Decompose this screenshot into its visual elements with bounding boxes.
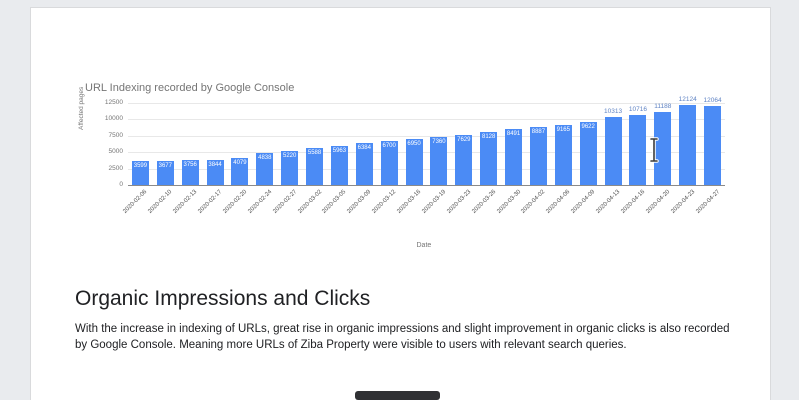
bar-value-label: 12124	[678, 96, 697, 104]
bar	[654, 111, 672, 185]
bar-value-label: 4838	[258, 155, 272, 162]
x-axis-title: Date	[416, 242, 432, 249]
x-axis-line	[128, 185, 725, 186]
bottom-center-dark-bar	[355, 391, 440, 400]
bar-value-label: 6700	[382, 143, 396, 150]
y-tick-label: 12500	[104, 99, 123, 106]
x-tick-label: 2020-03-12	[371, 189, 398, 215]
section-heading: Organic Impressions and Clicks	[75, 287, 371, 310]
bar	[480, 131, 498, 185]
x-tick-label: 2020-02-20	[222, 189, 249, 215]
bar-value-label: 6384	[357, 145, 371, 152]
y-tick-label: 5000	[108, 148, 123, 156]
x-tick-label: 2020-02-24	[247, 189, 274, 215]
x-tick-label: 2020-02-10	[147, 189, 174, 215]
text-cursor-icon	[648, 136, 660, 164]
bar	[380, 141, 398, 185]
x-tick-label: 2020-03-16	[396, 189, 423, 215]
x-tick-label: 2020-02-17	[197, 189, 224, 215]
x-tick-label: 2020-03-19	[421, 189, 448, 215]
bar	[629, 114, 647, 185]
x-tick-label: 2020-04-27	[694, 189, 721, 215]
gridline	[128, 119, 725, 121]
x-tick-label: 2020-02-06	[122, 189, 149, 215]
bar	[181, 160, 199, 185]
x-tick-label: 2020-02-13	[172, 189, 199, 215]
bar-value-label: 7360	[432, 138, 446, 145]
bar	[330, 145, 348, 185]
gridline	[128, 103, 725, 104]
bar-value-label: 8491	[506, 131, 521, 138]
bar	[529, 126, 547, 185]
bar-value-label: 5588	[307, 150, 322, 157]
bar	[704, 105, 722, 185]
x-tick-label: 2020-04-13	[595, 189, 622, 215]
bar	[231, 158, 249, 185]
bar	[355, 143, 373, 185]
bar-value-label: 8128	[482, 133, 496, 140]
bar	[405, 139, 423, 185]
x-tick-label: 2020-04-20	[645, 189, 672, 215]
x-tick-label: 2020-03-09	[346, 189, 373, 215]
bar	[306, 148, 324, 185]
bar-value-label: 7629	[457, 136, 471, 143]
x-tick-label: 2020-04-06	[545, 189, 572, 215]
bar	[579, 121, 597, 185]
x-tick-label: 2020-04-16	[620, 189, 647, 215]
bar-value-label: 3844	[208, 161, 222, 168]
bar-value-label: 4079	[233, 160, 247, 167]
url-indexing-chart: URL Indexing recorded by Google Console …	[78, 82, 725, 249]
x-tick-label: 2020-02-27	[271, 189, 298, 215]
x-tick-label: 2020-03-05	[321, 189, 348, 215]
bar	[679, 105, 697, 185]
bar	[206, 159, 224, 185]
y-axis-title: Affected pages	[78, 86, 85, 130]
bar	[131, 161, 149, 185]
bar	[430, 136, 448, 185]
bar-value-label: 9622	[581, 123, 595, 130]
bar-value-label: 9165	[556, 126, 570, 133]
document-page	[30, 7, 771, 400]
bar	[604, 117, 622, 185]
bar-value-label: 3677	[158, 162, 172, 169]
gridline	[128, 168, 725, 170]
bar-value-label: 5963	[332, 147, 347, 154]
x-tick-label: 2020-03-26	[470, 189, 497, 215]
bar-value-label: 12064	[703, 96, 722, 104]
bar-value-label: 3756	[183, 162, 197, 169]
bar-value-label: 6950	[407, 141, 421, 148]
bar-value-label: 10313	[604, 108, 623, 116]
gridline	[128, 152, 725, 154]
bar-value-label: 5220	[283, 152, 297, 159]
bar-value-label: 3599	[133, 163, 148, 170]
x-tick-label: 2020-04-02	[520, 189, 547, 215]
body-paragraph: With the increase in indexing of URLs, g…	[75, 323, 730, 352]
bar-value-label: 8887	[531, 128, 546, 135]
x-tick-label: 2020-03-23	[446, 189, 473, 215]
bar	[156, 160, 174, 185]
y-tick-label: 10000	[104, 115, 123, 123]
y-tick-label: 0	[119, 181, 123, 188]
x-tick-label: 2020-03-30	[495, 189, 522, 215]
y-tick-label: 2500	[108, 164, 123, 172]
bar	[505, 129, 523, 185]
bar	[256, 153, 274, 185]
x-tick-label: 2020-04-09	[570, 189, 597, 215]
chart-title: URL Indexing recorded by Google Console	[85, 82, 295, 94]
bar	[281, 150, 299, 185]
x-tick-label: 2020-03-02	[296, 189, 323, 215]
y-tick-label: 7500	[108, 131, 123, 139]
bar	[455, 134, 473, 185]
bar-value-label: 11188	[654, 102, 672, 110]
gridline	[128, 135, 725, 137]
bar	[554, 124, 572, 185]
bar-value-label: 10716	[628, 105, 647, 113]
x-tick-label: 2020-04-23	[669, 189, 696, 215]
